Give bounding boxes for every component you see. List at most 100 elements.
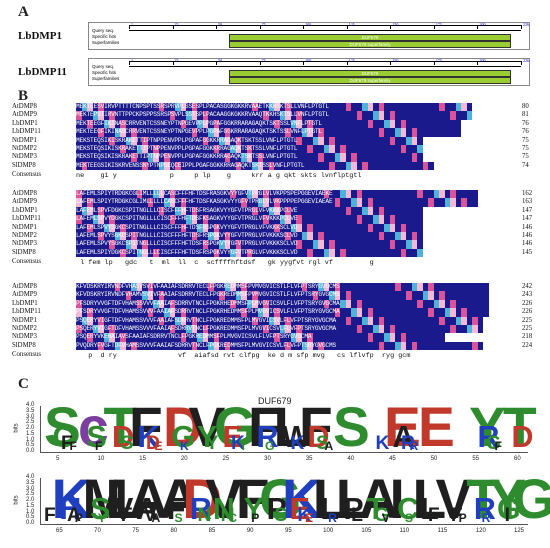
residue-cell [384,128,390,137]
residue-cell [197,291,203,300]
residue-cell [433,103,440,112]
residue-cell [378,299,385,309]
residue-cell [120,215,126,224]
residue-cell [384,206,390,216]
residue-cell [351,232,357,241]
residue-cell [235,333,242,342]
residue-cell [483,283,489,292]
residue-cell [131,111,137,120]
residue-cell [186,308,192,317]
residue-cell [81,190,88,199]
residue-cell [246,333,253,342]
residue-cell [230,145,236,154]
residue-cell [263,232,269,241]
residue-cell [362,215,368,224]
residue-cell [439,291,445,300]
sequence-residues: MEKTEEGFIKINASCRRVENTCSSNEYPTNPGEVPPLPGP… [76,128,322,136]
residue-cell [345,145,352,154]
residue-cell [87,291,93,300]
residue-cell [76,153,82,162]
logo-x-axis [40,524,528,525]
residue-cell [191,215,198,224]
sequence-end-position: 76 [522,119,529,127]
residue-cell [329,198,335,207]
sequence-residues: MEKTEEGFIKINASCRRVENTCSSNEYPTNPGEVPPLPGP… [76,119,322,127]
residue-cell [334,325,341,334]
residue-cell [285,223,291,232]
residue-cell [252,333,258,342]
residue-cell [296,316,302,325]
residue-cell [400,145,407,154]
residue-cell [81,333,88,342]
residue-cell [153,190,159,199]
residue-cell [395,128,401,137]
residue-cell [153,240,159,249]
logo-letter: C [397,493,420,527]
residue-cell [175,291,181,300]
residue-cell [202,333,209,342]
residue-cell [186,291,192,300]
residue-cell [367,190,374,199]
residue-cell [153,206,159,216]
residue-cell [153,161,159,171]
residue-cell [411,153,418,162]
residue-cell [340,291,346,300]
residue-cell [147,198,154,207]
residue-cell [197,119,203,129]
residue-cell [279,299,286,309]
residue-cell [406,223,412,232]
logo-letter: R [189,493,212,527]
logo-letter: F [494,439,502,454]
residue-cell [323,145,330,154]
residue-cell [131,136,137,145]
residue-cell [114,119,121,129]
residue-cell [175,103,181,112]
residue-cell [323,248,330,258]
residue-cell [439,299,445,309]
residue-cell [180,145,187,154]
residue-cell [301,190,308,199]
ruler-tick [433,61,435,65]
residue-cell [120,190,126,199]
residue-cell [109,111,115,120]
logo-letter: P [266,493,287,527]
residue-cell [230,128,236,137]
residue-cell [197,240,203,249]
residue-cell [252,153,258,162]
residue-cell [323,283,330,292]
logo-ytick-label: 1.5 [26,502,35,509]
residue-cell [268,248,275,258]
residue-cell [109,316,115,325]
residue-cell [208,111,214,120]
residue-cell [197,299,203,309]
residue-cell [263,103,269,112]
row-label-superfamily: Superfamilies [92,40,120,45]
logo-xtick-label: 65 [56,528,63,534]
residue-cell [340,198,346,207]
logo-letter: E [418,395,455,458]
residue-cell [362,119,368,129]
residue-cell [307,145,313,154]
residue-cell [455,198,462,207]
residue-cell [274,299,280,309]
residue-cell [340,190,346,199]
residue-cell [246,128,253,137]
residue-cell [136,299,143,309]
residue-cell [76,341,82,351]
residue-cell [197,136,203,145]
residue-cell [301,299,308,309]
residue-cell [323,153,330,162]
residue-cell [246,111,253,120]
residue-cell [411,248,418,258]
residue-cell [208,215,214,224]
residue-cell [428,128,434,137]
residue-cell [455,308,462,317]
residue-cell [455,190,462,199]
residue-cell [389,103,396,112]
residue-cell [87,223,93,232]
gene-name-lbdmp1: LbDMP1 [18,30,62,42]
residue-cell [191,153,198,162]
logo-ylabel: bits [13,495,20,505]
residue-cell [384,215,390,224]
residue-cell [334,316,341,325]
